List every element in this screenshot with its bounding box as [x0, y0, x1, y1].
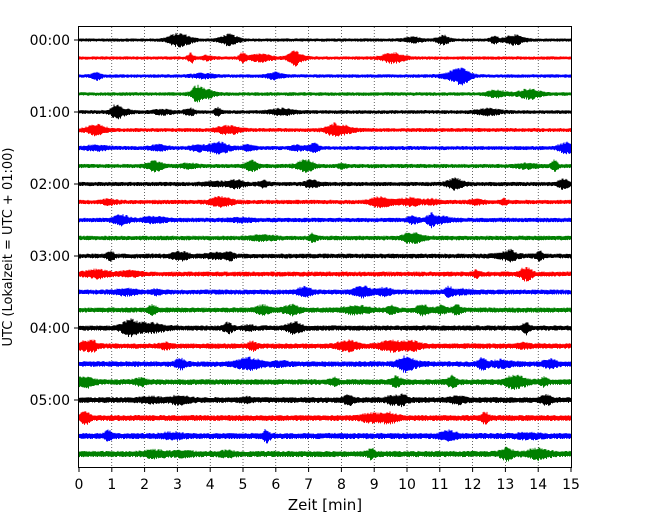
seismogram-trace [78, 232, 572, 244]
seismogram-trace [78, 393, 572, 408]
y-axis-label: UTC (Lokalzeit = UTC + 01:00) [1, 148, 16, 347]
x-tick-label: 4 [206, 477, 215, 493]
seismogram-trace [78, 446, 572, 462]
x-tick-label: 15 [562, 477, 580, 493]
x-tick-label: 5 [239, 477, 248, 493]
seismogram-trace [78, 141, 572, 155]
x-tick-label: 6 [271, 477, 280, 493]
y-tick-label: 04:00 [30, 321, 70, 337]
seismogram-trace [78, 318, 572, 338]
seismogram-trace [78, 159, 572, 173]
seismogram-trace [78, 122, 572, 137]
x-tick-label: 7 [304, 477, 313, 493]
x-tick-label: 8 [337, 477, 346, 493]
seismogram-trace [78, 428, 572, 444]
seismogram-trace [78, 266, 572, 282]
x-tick-label: 10 [398, 477, 416, 493]
seismogram-trace [78, 84, 572, 103]
seismogram-trace [78, 50, 572, 67]
seismogram-trace [78, 285, 572, 299]
seismogram-trace [78, 248, 572, 263]
x-tick-label: 14 [529, 477, 547, 493]
x-tick-label: 0 [75, 477, 84, 493]
seismogram-trace [78, 355, 572, 374]
x-tick-label: 2 [140, 477, 149, 493]
y-tick-label: 02:00 [30, 177, 70, 193]
seismogram-trace [78, 374, 572, 390]
seismogram-trace [78, 104, 572, 120]
seismogram-trace [78, 303, 572, 317]
x-tick-label: 12 [464, 477, 482, 493]
seismogram-traces [78, 32, 572, 462]
seismogram-trace [78, 212, 572, 229]
y-tick-label: 00:00 [30, 33, 70, 49]
seismogram-trace [78, 32, 572, 48]
y-tick-label: 01:00 [30, 105, 70, 121]
x-tick-label: 1 [107, 477, 116, 493]
x-tick-label: 11 [431, 477, 449, 493]
x-tick-label: 3 [173, 477, 182, 493]
y-axis-ticks: 00:00 01:00 02:00 03:00 04:00 05:00 [30, 33, 79, 409]
x-tick-label: 13 [496, 477, 514, 493]
plot-frame [78, 26, 572, 468]
x-tick-label: 9 [370, 477, 379, 493]
seismogram-trace [78, 195, 572, 209]
y-tick-label: 05:00 [30, 393, 70, 409]
seismogram-trace [78, 339, 572, 353]
seismogram-trace [78, 177, 572, 191]
grid-lines [111, 27, 539, 467]
seismogram-trace [78, 410, 572, 425]
y-tick-label: 03:00 [30, 249, 70, 265]
x-axis-label: Zeit [min] [288, 496, 362, 514]
seismogram-trace [78, 67, 572, 86]
x-axis-ticks: 0 1 2 3 4 5 6 7 8 9 10 11 12 13 14 15 [75, 467, 580, 493]
